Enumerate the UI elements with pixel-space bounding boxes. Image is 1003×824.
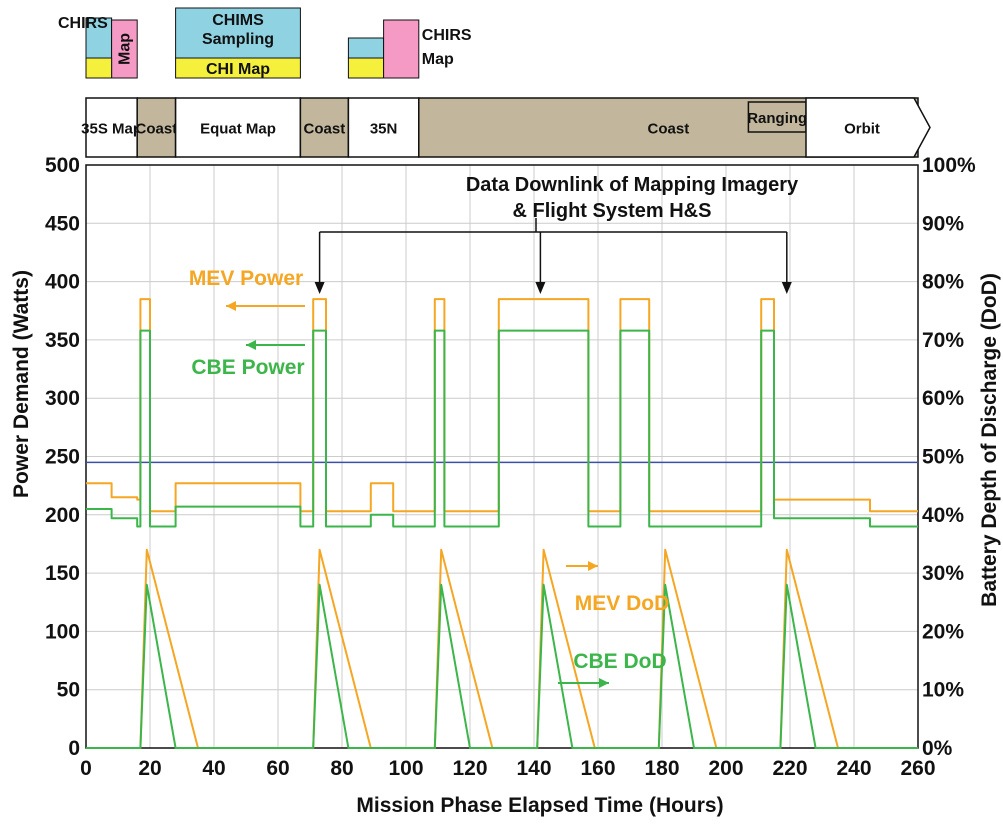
y2-tick-label: 90% (922, 212, 964, 235)
y2-tick-label: 40% (922, 504, 964, 527)
series-line-mev_dod (86, 548, 918, 749)
x-tick-label: 60 (266, 757, 289, 780)
x-axis-title: Mission Phase Elapsed Time (Hours) (356, 794, 723, 817)
y-tick-label: 100 (45, 620, 80, 643)
phase-block (747, 101, 807, 133)
x-tick-label: 240 (836, 757, 871, 780)
x-tick-label: 0 (80, 757, 92, 780)
downlink-arrow-head (781, 282, 792, 294)
series-line-cbe_power (86, 329, 918, 528)
instrument-side-note: Map (422, 51, 454, 68)
grid (85, 164, 919, 749)
x-tick-label: 80 (330, 757, 353, 780)
instrument-block (347, 57, 385, 79)
y2-tick-label: 10% (922, 679, 964, 702)
x-tick-label: 180 (644, 757, 679, 780)
y-tick-label: 300 (45, 387, 80, 410)
downlink-note-line2: & Flight System H&S (513, 200, 712, 222)
phase-block (136, 97, 177, 158)
x-tick-label: 200 (708, 757, 743, 780)
instrument-label: Map (116, 33, 133, 65)
y2-tick-label: 50% (922, 446, 964, 469)
y-tick-label: 400 (45, 271, 80, 294)
x-tick-label: 140 (516, 757, 551, 780)
downlink-arrow-head (314, 282, 325, 294)
x-tick-label: 120 (452, 757, 487, 780)
downlink-arrow-head (535, 282, 546, 294)
x-tick-labels: 0 20 40 60 80 100 120 140 160 180 200 220 240 260 (80, 757, 935, 780)
y2-tick-label: 30% (922, 562, 964, 585)
instrument-activity-blocks: CHIRS Map CHIMS Sampling CHI Map CHIRS Map (58, 7, 472, 79)
y2-tick-label: 60% (922, 387, 964, 410)
y-tick-label: 350 (45, 329, 80, 352)
x-tick-label: 40 (202, 757, 225, 780)
cbe-dod-label: CBE DoD (573, 650, 666, 673)
y-tick-label: 0 (68, 737, 80, 760)
instrument-block (347, 37, 385, 59)
y-tick-label: 150 (45, 562, 80, 585)
y-tick-label: 250 (45, 446, 80, 469)
phase-label: Coast (648, 121, 690, 138)
y2-tick-label: 70% (922, 329, 964, 352)
instrument-block (85, 17, 113, 59)
instrument-block (111, 19, 138, 79)
instrument-label: Sampling (202, 31, 274, 48)
instrument-side-note: CHIRS (422, 27, 472, 44)
y2-tick-labels: 0% 10% 20% 30% 40% 50% 60% 70% 80% 90% 100% (922, 154, 976, 760)
x-tick-label: 260 (900, 757, 935, 780)
y-tick-label: 500 (45, 154, 80, 177)
phase-label: Coast (136, 121, 178, 138)
mev-power-arrow-head (226, 301, 236, 311)
y2-tick-label: 0% (922, 737, 953, 760)
cbe-dod-arrow-head (599, 678, 609, 688)
annotations: Data Downlink of Mapping Imagery & Flight… (189, 174, 799, 688)
phase-block (347, 97, 420, 158)
y2-axis-title: Battery Depth of Discharge (DoD) (978, 273, 1001, 607)
series-line-cbe_dod (86, 583, 918, 749)
y2-tick-label: 20% (922, 620, 964, 643)
y2-tick-label: 80% (922, 271, 964, 294)
instrument-label: CHIMS (212, 12, 264, 29)
y-tick-label: 450 (45, 212, 80, 235)
x-tick-label: 100 (388, 757, 423, 780)
y-axis-title: Power Demand (Watts) (10, 270, 33, 498)
instrument-block (175, 57, 301, 79)
mev-dod-label: MEV DoD (575, 592, 670, 615)
y2-tick-label: 100% (922, 154, 976, 177)
phase-label: Orbit (844, 121, 880, 138)
instrument-block (383, 19, 420, 79)
phase-label: Equat Map (200, 121, 276, 138)
instrument-block (175, 7, 301, 59)
instrument-label: CHIRS (58, 15, 108, 32)
instrument-label: CHI Map (206, 61, 270, 78)
phase-block (174, 97, 302, 158)
x-tick-label: 160 (580, 757, 615, 780)
phase-label: 35S Map (81, 121, 142, 138)
y-tick-label: 50 (57, 679, 80, 702)
phase-label: Ranging (747, 110, 807, 127)
phase-block-orbit (805, 97, 931, 158)
downlink-note-line1: Data Downlink of Mapping Imagery (466, 174, 799, 196)
x-tick-label: 220 (772, 757, 807, 780)
phase-label: Coast (304, 121, 346, 138)
y-tick-labels: 0 50 100 150 200 250 300 350 400 450 500 (45, 154, 80, 760)
x-tick-label: 20 (138, 757, 161, 780)
instrument-block (85, 57, 113, 79)
y-tick-label: 200 (45, 504, 80, 527)
cbe-power-label: CBE Power (191, 356, 304, 379)
mev-power-label: MEV Power (189, 267, 303, 290)
mev-dod-arrow-head (588, 561, 598, 571)
series-lines (86, 298, 918, 749)
phase-label: 35N (370, 121, 398, 138)
cbe-power-arrow-head (246, 340, 256, 350)
phase-block (85, 97, 138, 158)
